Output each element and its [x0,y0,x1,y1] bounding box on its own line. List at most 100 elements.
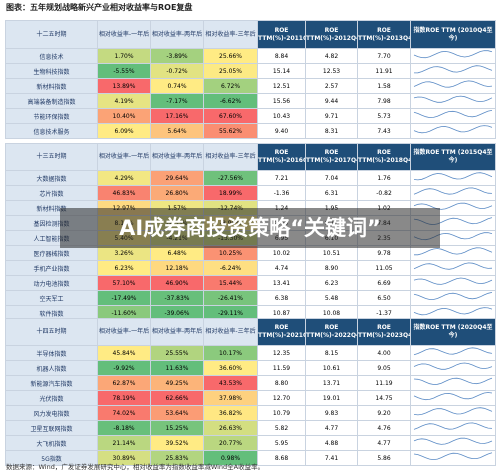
return-cell: 25.66% [203,48,258,64]
sparkline-cell [410,78,496,94]
return-cell: -9.92% [97,360,151,376]
roe-cell: 9.71 [305,108,358,124]
roe-cell: 5.86 [357,450,411,466]
return-cell: 10.17% [203,345,258,361]
roe-cell: 11.59 [257,360,306,376]
return-cell: -0.72% [150,63,204,79]
roe-cell: 9.83 [305,405,358,421]
return-cell: -11.60% [97,305,151,321]
roe-cell: 1.76 [357,170,411,186]
sparkline-cell [410,123,496,139]
return-cell: -7.17% [150,93,204,109]
return-cell: 5.64% [150,123,204,139]
roe-cell: 14.75 [357,390,411,406]
row-label: 新能源汽车指数 [5,375,98,391]
row-label: 节能环保指数 [5,108,98,124]
roe-cell: 15.56 [257,93,306,109]
roe-cell: 9.05 [357,360,411,376]
header-cell: ROE TTM(%)-2022Q4 [305,318,358,346]
roe-cell: 9.20 [357,405,411,421]
roe-cell: 7.21 [257,170,306,186]
return-cell: 26.63% [203,420,258,436]
roe-cell: 1.58 [357,78,411,94]
sparkline [413,452,493,461]
sparkline [413,277,493,285]
sparkline [413,307,493,316]
row-label: 空天军工 [5,290,98,306]
sparkline-cell [410,375,496,391]
roe-cell: 7.70 [357,48,411,64]
return-cell: -8.18% [97,420,151,436]
return-cell: 15.44% [203,275,258,291]
return-cell: 55.62% [203,123,258,139]
header-cell: 相对收益率-两年后 [150,20,204,49]
roe-cell: 4.76 [357,420,411,436]
sparkline-cell [410,260,496,276]
return-cell: -17.49% [97,290,151,306]
sparkline-cell [410,108,496,124]
header-cell: 相对收益率-一年后 [97,20,151,49]
header-cell: 指数ROE TTM (2015Q4至今) [410,143,496,171]
sparkline [413,392,493,401]
roe-cell: 8.80 [257,375,306,391]
return-cell: -37.83% [150,290,204,306]
return-cell: -3.89% [150,48,204,64]
return-cell: 30.89% [97,450,151,466]
roe-cell: 5.73 [357,108,411,124]
header-cell: ROE TTM(%)-2018Q4 [357,143,411,171]
sparkline-cell [410,405,496,421]
return-cell: 62.87% [97,375,151,391]
header-cell: ROE TTM(%)-2012Q4 [305,20,358,49]
return-cell: 43.53% [203,375,258,391]
roe-cell: 5.48 [305,290,358,306]
header-cell: 相对收益率-两年后 [150,318,204,346]
row-label: 机器人指数 [5,360,98,376]
row-label: 半导体指数 [5,345,98,361]
return-cell: 6.72% [203,78,258,94]
roe-cell: 7.98 [357,93,411,109]
sparkline [413,65,493,74]
sparkline-cell [410,185,496,201]
header-cell: ROE TTM(%)-2013Q4 [357,20,411,49]
watermark-banner: AI成券商投资策略“关键词” [60,208,440,248]
row-label: 卫星互联网指数 [5,420,98,436]
roe-cell: 15.14 [257,63,306,79]
sparkline [413,407,493,416]
return-cell: -29.11% [203,305,258,321]
roe-cell: 6.38 [257,290,306,306]
return-cell: 29.64% [150,170,204,186]
return-cell: 15.25% [150,420,204,436]
roe-cell: 11.19 [357,375,411,391]
row-label: 新材料指数 [5,78,98,94]
roe-cell: 19.01 [305,390,358,406]
sparkline-cell [410,435,496,451]
row-label: 手机产业指数 [5,260,98,276]
return-cell: -5.55% [97,63,151,79]
roe-cell: 4.88 [305,435,358,451]
roe-cell: 12.70 [257,390,306,406]
roe-cell: 4.82 [305,48,358,64]
roe-cell: 11.91 [357,63,411,79]
roe-cell: 6.31 [305,185,358,201]
roe-cell: 2.57 [305,78,358,94]
return-cell: 18.99% [203,185,258,201]
return-cell: 6.23% [97,260,151,276]
row-label: 动力电池指数 [5,275,98,291]
return-cell: 46.83% [97,185,151,201]
return-cell: 1.70% [97,48,151,64]
roe-cell: 9.44 [305,93,358,109]
return-cell: 49.25% [150,375,204,391]
roe-cell: 8.90 [305,260,358,276]
row-label: 高端装备制造指数 [5,93,98,109]
sparkline [413,362,493,370]
data-table: 十二五时期 相对收益率-一年后 相对收益率-两年后 相对收益率-三年后 ROE TTM(… [5,20,496,139]
return-cell: 12.18% [150,260,204,276]
return-cell: -26.41% [203,290,258,306]
roe-cell: 8.68 [257,450,306,466]
roe-cell: 13.71 [305,375,358,391]
return-cell: 36.60% [203,360,258,376]
row-label: 信息技术 [5,48,98,64]
sparkline-cell [410,63,496,79]
sparkline-cell [410,93,496,109]
